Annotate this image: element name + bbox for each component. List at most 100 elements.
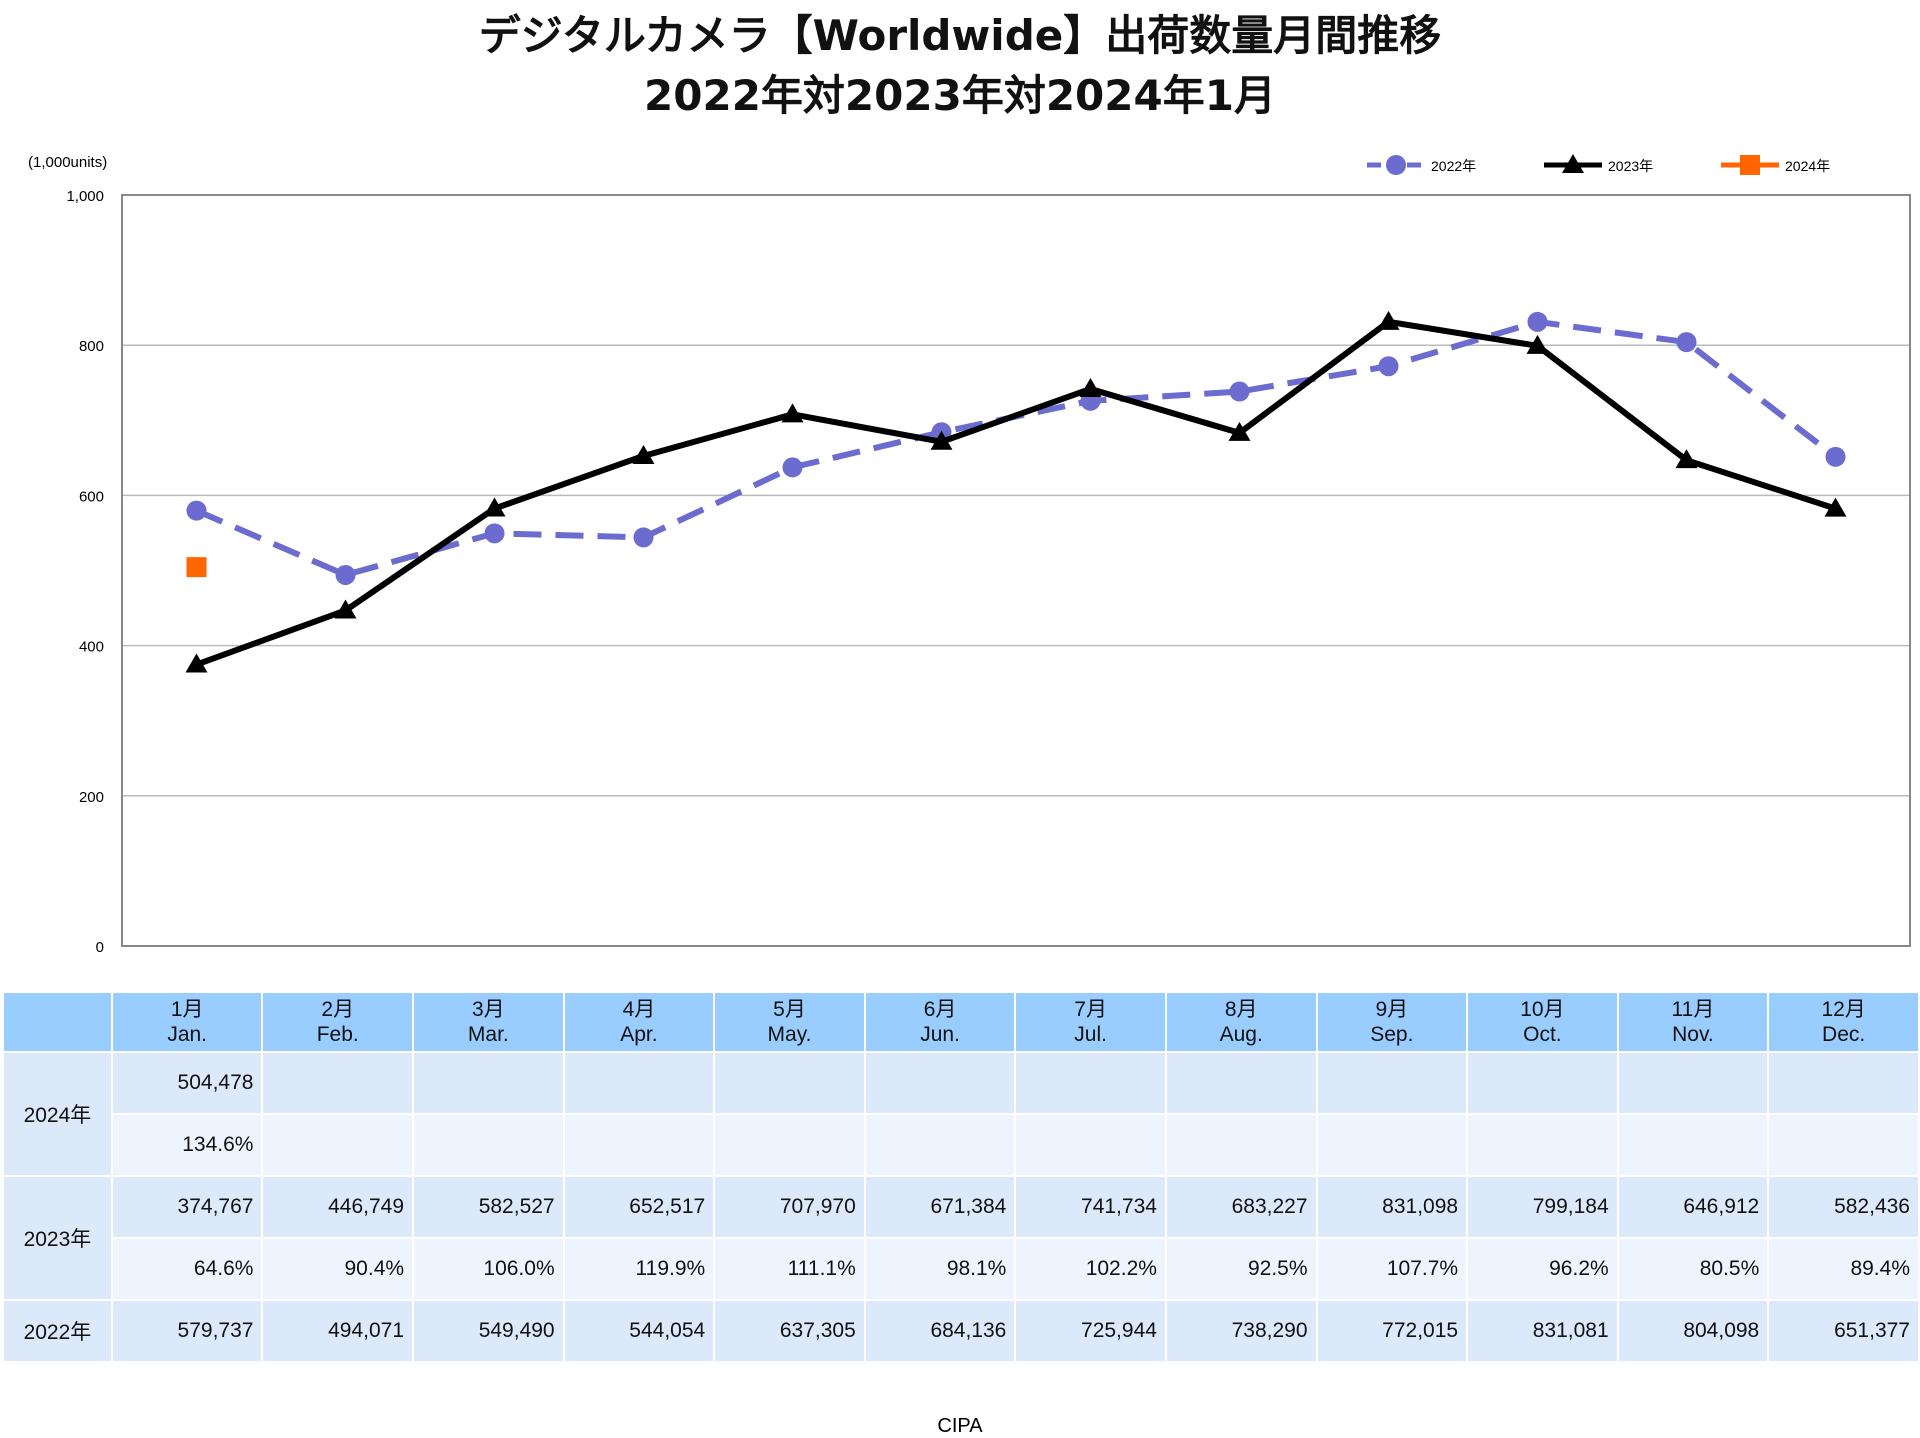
month-jp: 2月 bbox=[321, 998, 355, 1021]
units-cell: 494,071 bbox=[261, 1299, 415, 1363]
units-cell bbox=[261, 1051, 415, 1115]
ratio-cell: 92.5% bbox=[1164, 1237, 1318, 1301]
series-line-2022年 bbox=[195, 318, 1838, 579]
month-en: Feb. bbox=[316, 1023, 359, 1046]
month-jp: 5月 bbox=[773, 998, 806, 1021]
units-cell: 582,527 bbox=[412, 1175, 565, 1239]
row-label: 2024年 bbox=[2, 1051, 113, 1177]
data-point bbox=[930, 430, 953, 450]
ratio-cell: 64.6% bbox=[110, 1237, 264, 1301]
month-en: Sep. bbox=[1370, 1023, 1414, 1046]
month-en: Mar. bbox=[467, 1023, 509, 1046]
month-jp: 3月 bbox=[471, 998, 505, 1021]
data-point bbox=[1228, 421, 1251, 441]
row-label: 2023年 bbox=[2, 1175, 113, 1301]
month-header: 4月 Apr. bbox=[562, 991, 716, 1053]
month-header: 1月 Jan. bbox=[110, 991, 264, 1053]
month-header: 8月 Aug. bbox=[1164, 991, 1318, 1053]
ratio-cell bbox=[1164, 1113, 1318, 1177]
data-point bbox=[1229, 381, 1250, 402]
data-point bbox=[1824, 497, 1847, 517]
month-en: Aug. bbox=[1219, 1023, 1263, 1046]
month-en: Dec. bbox=[1822, 1023, 1866, 1046]
units-cell: 741,734 bbox=[1014, 1175, 1167, 1239]
data-point bbox=[1079, 377, 1102, 397]
ratio-cell bbox=[1466, 1113, 1619, 1177]
month-header: 9月 Sep. bbox=[1315, 991, 1469, 1053]
units-cell: 582,436 bbox=[1767, 1175, 1920, 1239]
chart-title-line2: 2022年対2023年対2024年1月 bbox=[644, 71, 1276, 120]
month-en: Jun. bbox=[920, 1023, 960, 1046]
month-header: 3月 Mar. bbox=[412, 991, 565, 1053]
line-chart: 0 200 400 600 800 1,000 (1,000units) 2022年 2023年… bbox=[28, 154, 1911, 956]
units-cell: 683,227 bbox=[1164, 1175, 1318, 1239]
legend-marker bbox=[1562, 154, 1584, 173]
units-cell bbox=[1767, 1051, 1920, 1115]
month-jp: 4月 bbox=[622, 998, 656, 1021]
units-cell: 831,081 bbox=[1466, 1299, 1619, 1363]
ratio-cell: 111.1% bbox=[713, 1237, 866, 1301]
ratio-cell: 98.1% bbox=[863, 1237, 1017, 1301]
data-point bbox=[186, 500, 207, 521]
y-tick-label: 800 bbox=[79, 338, 104, 355]
ratio-cell: 119.9% bbox=[562, 1237, 716, 1301]
month-jp: 12月 bbox=[1821, 998, 1866, 1021]
data-table: 1月 Jan. 2月 Feb. 3月 Mar. 4月 Apr. 5月 May. 6月 Jun. 7月 Ju… bbox=[2, 991, 1920, 1363]
month-header: 6月 Jun. bbox=[863, 991, 1017, 1053]
month-en: Nov. bbox=[1672, 1023, 1714, 1046]
ratio-cell: 107.7% bbox=[1315, 1237, 1469, 1301]
month-jp: 9月 bbox=[1375, 998, 1409, 1021]
units-cell: 652,517 bbox=[562, 1175, 716, 1239]
data-point bbox=[1378, 356, 1399, 377]
units-cell: 804,098 bbox=[1616, 1299, 1770, 1363]
units-cell bbox=[1164, 1051, 1318, 1115]
units-cell: 707,970 bbox=[713, 1175, 866, 1239]
month-header: 10月 Oct. bbox=[1466, 991, 1619, 1053]
ratio-cell: 106.0% bbox=[412, 1237, 565, 1301]
ratio-cell: 89.4% bbox=[1767, 1237, 1920, 1301]
data-point bbox=[1377, 310, 1400, 330]
units-cell: 374,767 bbox=[110, 1175, 264, 1239]
units-cell: 772,015 bbox=[1315, 1299, 1469, 1363]
y-tick-label: 1,000 bbox=[66, 188, 104, 205]
legend-marker bbox=[1386, 155, 1406, 175]
data-point bbox=[1526, 334, 1549, 354]
month-header: 12月 Dec. bbox=[1767, 991, 1920, 1053]
ratio-cell bbox=[1767, 1113, 1920, 1177]
units-cell: 671,384 bbox=[863, 1175, 1017, 1239]
data-point bbox=[335, 564, 356, 585]
units-cell bbox=[1466, 1051, 1619, 1115]
plot-area bbox=[121, 194, 1911, 947]
month-en: Apr. bbox=[620, 1023, 658, 1046]
ratio-cell bbox=[863, 1113, 1017, 1177]
ratio-cell bbox=[1014, 1113, 1167, 1177]
data-point bbox=[1676, 332, 1697, 353]
data-point bbox=[484, 523, 505, 544]
month-jp: 6月 bbox=[923, 998, 957, 1021]
month-jp: 1月 bbox=[170, 998, 204, 1021]
ratio-cell bbox=[713, 1113, 866, 1177]
units-cell bbox=[713, 1051, 866, 1115]
units-cell: 646,912 bbox=[1616, 1175, 1770, 1239]
units-cell: 738,290 bbox=[1164, 1299, 1318, 1363]
legend-label: 2022年 bbox=[1431, 158, 1476, 174]
units-cell bbox=[412, 1051, 565, 1115]
units-cell: 579,737 bbox=[110, 1299, 264, 1363]
units-cell: 637,305 bbox=[713, 1299, 866, 1363]
month-header: 7月 Jul. bbox=[1014, 991, 1167, 1053]
units-cell: 446,749 bbox=[261, 1175, 415, 1239]
month-header: 5月 May. bbox=[713, 991, 866, 1053]
source-label: CIPA bbox=[937, 1415, 983, 1437]
header-corner bbox=[2, 991, 113, 1053]
units-cell bbox=[1315, 1051, 1469, 1115]
units-cell: 684,136 bbox=[863, 1299, 1017, 1363]
units-cell: 831,098 bbox=[1315, 1175, 1469, 1239]
month-jp: 7月 bbox=[1074, 998, 1107, 1021]
ratio-cell bbox=[562, 1113, 716, 1177]
y-tick-label: 400 bbox=[79, 639, 104, 656]
units-cell: 725,944 bbox=[1014, 1299, 1167, 1363]
data-point bbox=[186, 557, 207, 578]
data-point bbox=[185, 653, 208, 673]
units-cell bbox=[863, 1051, 1017, 1115]
